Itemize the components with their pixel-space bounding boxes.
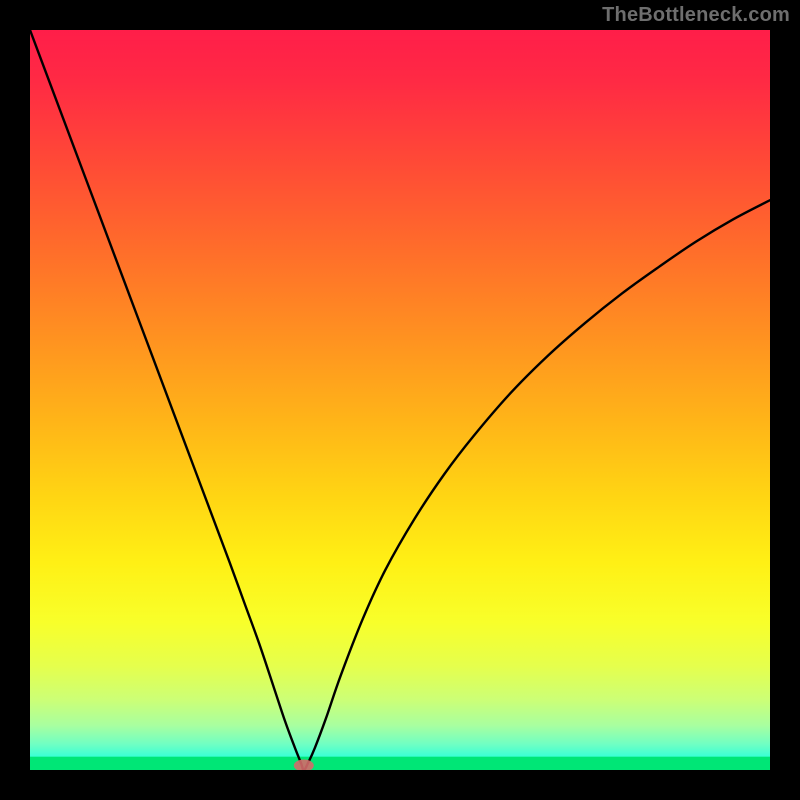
gradient-background [30, 30, 770, 770]
watermark-text: TheBottleneck.com [602, 4, 790, 27]
chart-container: TheBottleneck.com [0, 0, 800, 800]
minimum-marker [294, 760, 314, 772]
bottleneck-chart [0, 0, 800, 800]
bottom-green-band [30, 757, 770, 770]
